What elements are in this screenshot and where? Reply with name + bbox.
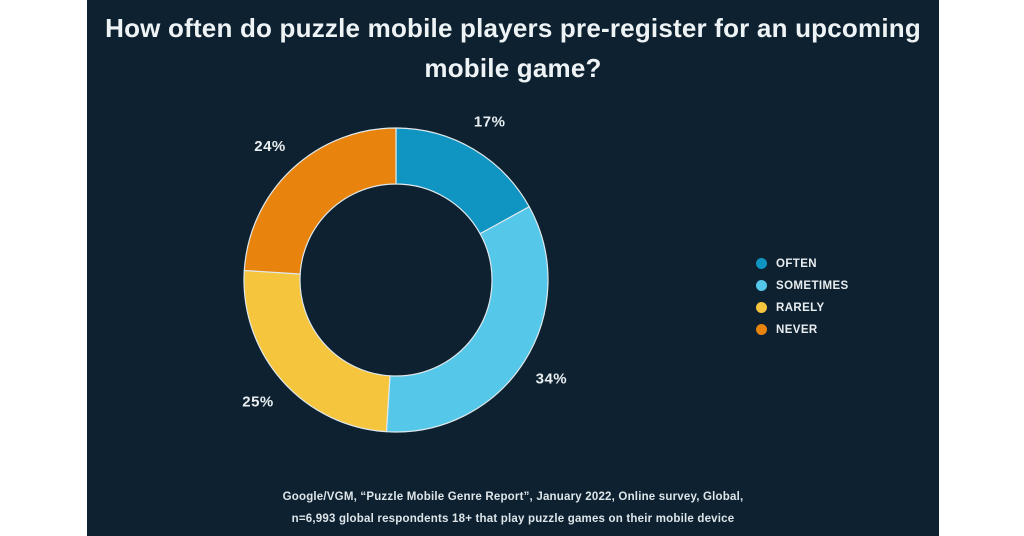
legend-dot-rarely: [756, 302, 767, 313]
legend-label-often: OFTEN: [776, 257, 817, 270]
chart-title-line-2: mobile game?: [424, 53, 602, 83]
legend-item-often: OFTEN: [756, 256, 849, 271]
chart-legend: OFTEN SOMETIMES RARELY NEVER: [756, 256, 849, 337]
slice-label-never: 24%: [254, 138, 286, 155]
slice-label-sometimes: 34%: [536, 371, 568, 388]
donut-slice-sometimes: [385, 206, 549, 433]
legend-dot-sometimes: [756, 280, 767, 291]
legend-label-sometimes: SOMETIMES: [776, 279, 849, 292]
legend-dot-never: [756, 324, 767, 335]
chart-title: How often do puzzle mobile players pre-r…: [87, 8, 939, 88]
source-footnote-line-2: n=6,993 global respondents 18+ that play…: [291, 513, 735, 525]
legend-item-rarely: RARELY: [756, 300, 849, 315]
donut-chart: 17% 34% 25% 24%: [242, 114, 568, 433]
legend-label-rarely: RARELY: [776, 301, 825, 314]
legend-item-never: NEVER: [756, 322, 849, 337]
infographic-panel: How often do puzzle mobile players pre-r…: [87, 0, 939, 536]
slice-label-rarely: 25%: [242, 394, 274, 411]
donut-slice-never: [243, 127, 397, 275]
donut-slice-rarely: [243, 269, 391, 433]
source-footnote: Google/VGM, “Puzzle Mobile Genre Report”…: [87, 486, 939, 530]
legend-label-never: NEVER: [776, 323, 818, 336]
source-footnote-line-1: Google/VGM, “Puzzle Mobile Genre Report”…: [282, 491, 744, 503]
chart-title-line-1: How often do puzzle mobile players pre-r…: [105, 13, 921, 43]
slice-label-often: 17%: [474, 114, 506, 131]
legend-item-sometimes: SOMETIMES: [756, 278, 849, 293]
legend-dot-often: [756, 258, 767, 269]
